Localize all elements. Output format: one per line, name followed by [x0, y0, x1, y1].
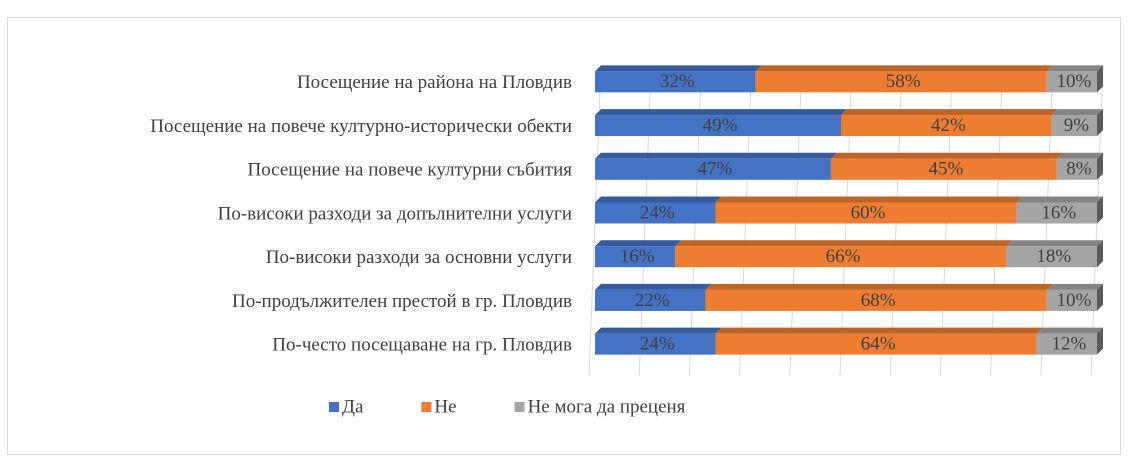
- y-tick-label: Посещение на района на Пловдив: [297, 72, 572, 93]
- value-label: 18%: [1036, 246, 1071, 267]
- bar-top: [1046, 283, 1103, 290]
- y-tick-label: Посещение на повече културно-исторически…: [150, 116, 572, 137]
- bar: [830, 158, 1057, 180]
- value-label: 24%: [640, 202, 675, 223]
- y-tick-label: По-продължителен престой в гр. Пловдив: [232, 291, 572, 312]
- bar: [595, 333, 716, 355]
- bar-top: [1036, 327, 1103, 334]
- bar-side: [1097, 65, 1103, 93]
- bar: [595, 202, 716, 224]
- bar: [715, 202, 1017, 224]
- bar-top: [830, 152, 1063, 159]
- bar: [595, 158, 831, 180]
- bar: [595, 246, 676, 268]
- legend-swatch: [421, 402, 432, 412]
- bar-top: [1046, 65, 1103, 72]
- bar: [705, 289, 1047, 311]
- y-tick-label: По-често посещаване на гр. Пловдив: [272, 335, 572, 356]
- bar: [595, 71, 756, 93]
- bar: [595, 289, 706, 311]
- bar: [1006, 246, 1097, 268]
- bar-top: [755, 65, 1053, 72]
- value-label: 45%: [928, 159, 963, 180]
- value-label: 49%: [703, 115, 738, 136]
- bar-side: [1097, 196, 1103, 224]
- value-label: 42%: [931, 115, 966, 136]
- legend-swatch: [329, 402, 339, 412]
- bar-side: [1097, 109, 1103, 137]
- value-label: 24%: [640, 334, 675, 355]
- bar-top: [595, 109, 847, 116]
- bar: [1056, 158, 1097, 180]
- value-label: 32%: [660, 71, 695, 92]
- value-label: 16%: [620, 246, 655, 267]
- value-label: 10%: [1056, 71, 1091, 92]
- bar-top: [595, 327, 722, 334]
- bar-side: [1097, 327, 1103, 355]
- bar-top: [1006, 240, 1103, 247]
- bar-top: [840, 109, 1058, 116]
- value-label: 60%: [851, 202, 886, 223]
- value-label: 66%: [826, 246, 861, 267]
- value-label: 47%: [698, 159, 733, 180]
- legend-label: Не мога да преценя: [528, 396, 686, 417]
- bar: [1051, 115, 1097, 137]
- value-label: 16%: [1041, 202, 1076, 223]
- bar-top: [675, 240, 1013, 247]
- value-label: 64%: [861, 334, 896, 355]
- bar: [1046, 289, 1097, 311]
- bar-top: [595, 65, 762, 72]
- bar-top: [595, 240, 682, 247]
- bar: [840, 115, 1052, 137]
- value-label: 10%: [1056, 290, 1091, 311]
- bar: [1036, 333, 1097, 355]
- value-label: 12%: [1051, 334, 1086, 355]
- y-tick-label: По-високи разходи за допълнителни услуги: [218, 203, 572, 224]
- legend-swatch: [514, 402, 525, 412]
- legend-label: Не: [434, 396, 456, 417]
- bar-top: [1051, 109, 1103, 116]
- value-label: 68%: [861, 290, 896, 311]
- bar-side: [1097, 283, 1103, 311]
- bar-top: [715, 196, 1023, 203]
- legend-label: Да: [342, 396, 364, 417]
- bar-side: [1097, 152, 1103, 180]
- y-tick-label: Посещение на повече културни събития: [247, 160, 572, 181]
- bar: [1046, 71, 1097, 93]
- value-label: 58%: [886, 71, 921, 92]
- bar-side: [1097, 240, 1103, 268]
- bar-top: [595, 196, 722, 203]
- y-tick-label: По-високи разходи за основни услуги: [266, 247, 572, 268]
- bar: [595, 115, 841, 137]
- value-label: 22%: [635, 290, 670, 311]
- value-label: 9%: [1064, 115, 1090, 136]
- bar-top: [705, 283, 1053, 290]
- bar: [755, 71, 1047, 93]
- bar-top: [1016, 196, 1103, 203]
- bar-top: [715, 327, 1043, 334]
- value-label: 8%: [1066, 159, 1092, 180]
- bar: [675, 246, 1007, 268]
- bar: [715, 333, 1037, 355]
- bar-top: [595, 152, 837, 159]
- bar: [1016, 202, 1097, 224]
- bar-top: [595, 283, 712, 290]
- bar-top: [1056, 152, 1103, 159]
